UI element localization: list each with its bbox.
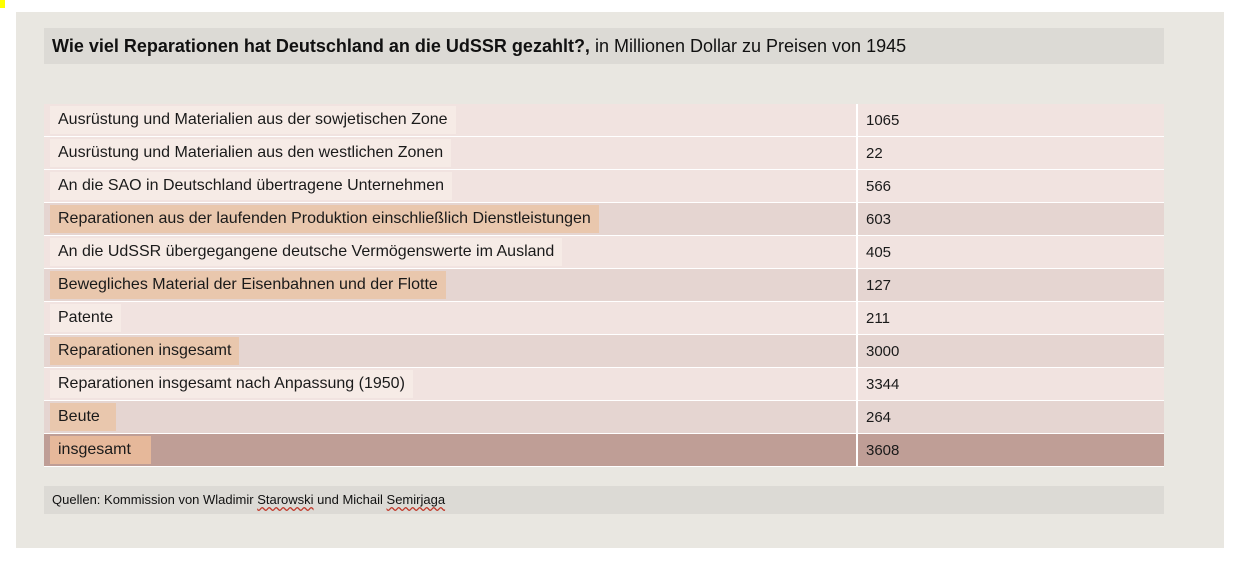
- row-label-box: Beute: [50, 403, 116, 431]
- table-row: Ausrüstung und Materialien aus den westl…: [44, 137, 1164, 170]
- source-name-1: Starowski: [257, 492, 314, 507]
- row-label-box: Patente: [50, 304, 122, 332]
- row-label: Reparationen aus der laufenden Produktio…: [58, 210, 591, 227]
- row-label: Reparationen insgesamt: [58, 342, 232, 359]
- row-label: An die SAO in Deutschland übertragene Un…: [58, 177, 445, 194]
- row-label-box: An die SAO in Deutschland übertragene Un…: [50, 172, 453, 200]
- title-rest: in Millionen Dollar zu Preisen von 1945: [589, 36, 907, 56]
- row-label: Ausrüstung und Materialien aus der sowje…: [58, 111, 448, 128]
- row-label: insgesamt: [58, 441, 131, 458]
- table-row: Patente 211: [44, 302, 1164, 335]
- row-label: Patente: [58, 309, 114, 326]
- row-label-box: Ausrüstung und Materialien aus der sowje…: [50, 106, 456, 134]
- row-label: An die UdSSR übergegangene deutsche Verm…: [58, 243, 555, 260]
- row-label: Bewegliches Material der Eisenbahnen und…: [58, 276, 438, 293]
- table-row: An die UdSSR übergegangene deutsche Verm…: [44, 236, 1164, 269]
- row-label: Beute: [58, 408, 100, 425]
- source-prefix: Quellen: Kommission von Wladimir: [52, 492, 258, 507]
- row-value: 603: [866, 210, 892, 228]
- row-label: Reparationen insgesamt nach Anpassung (1…: [58, 375, 405, 392]
- row-value: 211: [866, 309, 890, 327]
- table-row: Reparationen insgesamt 3000: [44, 335, 1164, 368]
- row-value: 3344: [866, 375, 900, 393]
- title-bold: Wie viel Reparationen hat Deutschland an…: [52, 36, 590, 56]
- row-label-box: insgesamt: [50, 436, 151, 464]
- source-text: Quellen: Kommission von Wladimir Starows…: [52, 492, 445, 507]
- table-row: Beute 264: [44, 401, 1164, 434]
- row-label-box: An die UdSSR übergegangene deutsche Verm…: [50, 238, 563, 266]
- row-value: 3608: [866, 441, 900, 459]
- table-row: An die SAO in Deutschland übertragene Un…: [44, 170, 1164, 203]
- table-row: Bewegliches Material der Eisenbahnen und…: [44, 269, 1164, 302]
- row-value: 127: [866, 276, 892, 294]
- source-middle: und Michail: [313, 492, 387, 507]
- table-row: Reparationen insgesamt nach Anpassung (1…: [44, 368, 1164, 401]
- row-label-box: Ausrüstung und Materialien aus den westl…: [50, 139, 452, 167]
- row-value: 264: [866, 408, 892, 426]
- row-value: 3000: [866, 342, 900, 360]
- yellow-marker: [0, 0, 5, 8]
- title-bar: Wie viel Reparationen hat Deutschland an…: [44, 28, 1164, 64]
- row-label-box: Bewegliches Material der Eisenbahnen und…: [50, 271, 446, 299]
- row-label-box: Reparationen insgesamt nach Anpassung (1…: [50, 370, 413, 398]
- table-row: Reparationen aus der laufenden Produktio…: [44, 203, 1164, 236]
- row-label-box: Reparationen aus der laufenden Produktio…: [50, 205, 599, 233]
- row-value: 1065: [866, 111, 900, 129]
- table-row: Ausrüstung und Materialien aus der sowje…: [44, 104, 1164, 137]
- row-label: Ausrüstung und Materialien aus den westl…: [58, 144, 444, 161]
- reparations-table: Ausrüstung und Materialien aus der sowje…: [44, 104, 1164, 467]
- source-bar: Quellen: Kommission von Wladimir Starows…: [44, 486, 1164, 514]
- row-value: 22: [866, 144, 883, 162]
- source-name-2: Semirjaga: [386, 492, 446, 507]
- row-label-box: Reparationen insgesamt: [50, 337, 240, 365]
- table-row-total: insgesamt 3608: [44, 434, 1164, 467]
- row-value: 405: [866, 243, 892, 261]
- page-title: Wie viel Reparationen hat Deutschland an…: [52, 36, 906, 57]
- row-value: 566: [866, 177, 892, 195]
